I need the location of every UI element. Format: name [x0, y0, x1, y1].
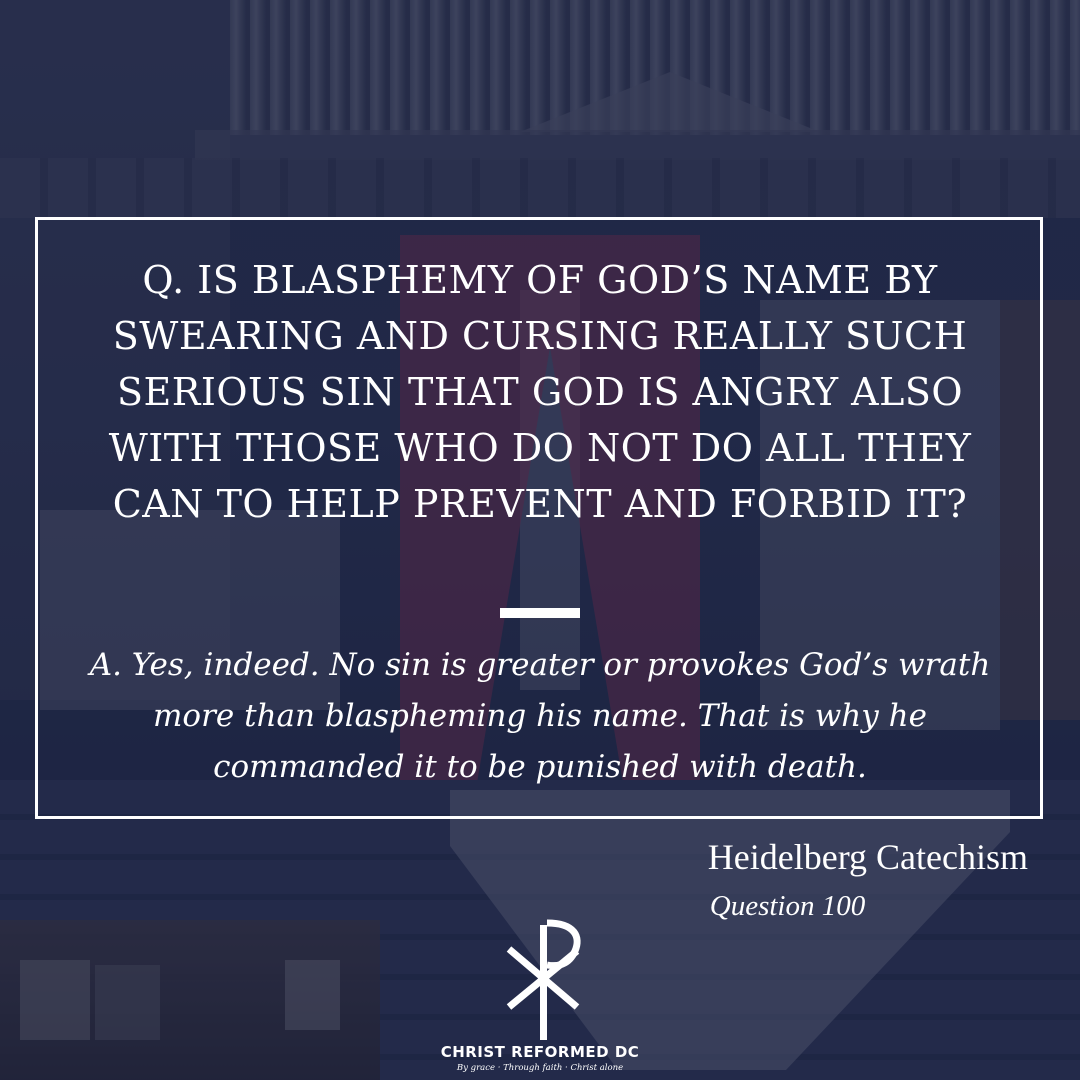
background-organ-base — [195, 130, 1080, 160]
church-name: CHRIST REFORMED DC — [440, 1043, 640, 1061]
text-frame — [35, 217, 1043, 819]
catechism-answer: A. Yes, indeed. No sin is greater or pro… — [89, 647, 991, 785]
source-title: Heidelberg Catechism — [707, 837, 1028, 877]
background-hymnal — [20, 960, 90, 1040]
background-tithe-card — [285, 960, 340, 1030]
background-gallery-railing — [0, 158, 1080, 218]
background-hymnal — [95, 965, 160, 1040]
background-right-wall — [760, 300, 1000, 730]
catechism-question: Q. Is blasphemy of God’s name by swearin… — [108, 258, 972, 526]
divider-bar — [500, 608, 580, 618]
source-question-number: Question 100 — [709, 890, 866, 922]
background-left-panel — [40, 510, 340, 710]
chi-rho-icon — [506, 919, 581, 1040]
church-tagline: By grace · Through faith · Christ alone — [456, 1063, 624, 1073]
background-left-wall — [0, 0, 230, 700]
